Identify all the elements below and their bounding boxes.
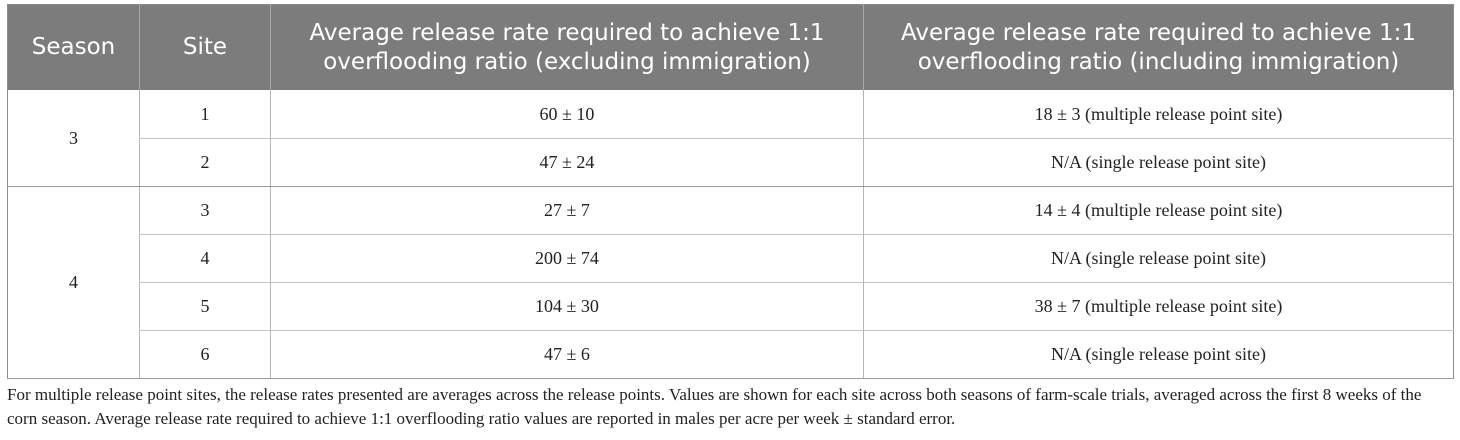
table-row: 4 200 ± 74 N/A (single release point sit…	[8, 234, 1454, 283]
release-rate-table: Season Site Average release rate require…	[7, 4, 1454, 379]
including-cell: N/A (single release point site)	[863, 138, 1454, 187]
table-footnote: For multiple release point sites, the re…	[7, 385, 1422, 428]
table-row: 4 3 27 ± 7 14 ± 4 (multiple release poin…	[7, 186, 1454, 379]
table-row: 2 47 ± 24 N/A (single release point site…	[8, 138, 1454, 187]
excluding-cell: 47 ± 6	[270, 330, 864, 379]
excluding-cell: 60 ± 10	[270, 90, 864, 139]
header-season: Season	[7, 4, 140, 90]
site-cell: 6	[139, 330, 271, 379]
season-cell: 4	[7, 186, 140, 379]
site-cell: 2	[139, 138, 271, 187]
excluding-cell: 27 ± 7	[270, 186, 864, 235]
excluding-cell: 47 ± 24	[270, 138, 864, 187]
site-cell: 5	[139, 282, 271, 331]
header-including-immigration: Average release rate required to achieve…	[863, 4, 1454, 90]
including-cell: 14 ± 4 (multiple release point site)	[863, 186, 1454, 235]
site-cell: 4	[139, 234, 271, 283]
excluding-cell: 200 ± 74	[270, 234, 864, 283]
table-row: 5 104 ± 30 38 ± 7 (multiple release poin…	[8, 282, 1454, 331]
including-cell: N/A (single release point site)	[863, 234, 1454, 283]
table-container: Season Site Average release rate require…	[7, 4, 1454, 379]
including-cell: N/A (single release point site)	[863, 330, 1454, 379]
header-row: Season Site Average release rate require…	[7, 4, 1454, 90]
season-cell: 3	[7, 90, 140, 187]
table-row: 6 47 ± 6 N/A (single release point site)	[8, 330, 1454, 379]
including-cell: 38 ± 7 (multiple release point site)	[863, 282, 1454, 331]
header-excluding-immigration: Average release rate required to achieve…	[270, 4, 864, 90]
header-site: Site	[139, 4, 271, 90]
table-row: 3 1 60 ± 10 18 ± 3 (multiple release poi…	[7, 90, 1454, 187]
including-cell: 18 ± 3 (multiple release point site)	[863, 90, 1454, 139]
site-cell: 1	[139, 90, 271, 139]
site-cell: 3	[139, 186, 271, 235]
excluding-cell: 104 ± 30	[270, 282, 864, 331]
